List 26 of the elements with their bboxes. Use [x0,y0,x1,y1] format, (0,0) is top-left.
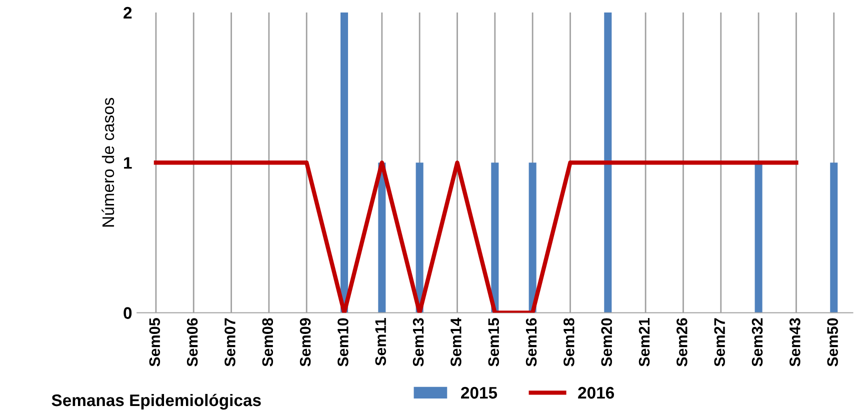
x-tick-label: Sem50 [827,318,838,366]
x-tick-label: Sem15 [488,318,500,366]
x-tick-label: Sem13 [412,318,424,366]
legend-label: 2015 [461,386,498,399]
y-tick-label: 2 [124,6,132,19]
x-tick-label: Sem09 [300,318,311,366]
y-axis-title: Número de casos [102,98,114,227]
x-tick-label: Sem27 [714,318,725,366]
y-tick-label: 0 [124,307,132,319]
x-tick-label: Sem20 [601,318,612,366]
x-tick-label: Sem18 [564,318,574,366]
x-tick-label: Sem43 [790,318,800,366]
x-tick-label: Sem11 [375,318,386,366]
x-tick-label: Sem10 [338,318,348,366]
x-tick-label: Sem14 [450,318,462,366]
x-tick-label: Sem07 [224,318,236,366]
x-tick-label: Sem05 [149,318,160,366]
x-tick-label: Sem16 [526,318,537,366]
legend-label: 2016 [578,386,614,399]
x-tick-label: Sem08 [262,318,274,366]
x-tick-label: Sem32 [752,318,763,366]
x-axis-title: Semanas Epidemiológicas [52,394,261,410]
y-tick-label: 1 [124,157,132,169]
x-tick-label: Sem26 [676,318,688,366]
x-tick-label: Sem06 [186,318,198,366]
x-tick-label: Sem21 [638,318,650,366]
